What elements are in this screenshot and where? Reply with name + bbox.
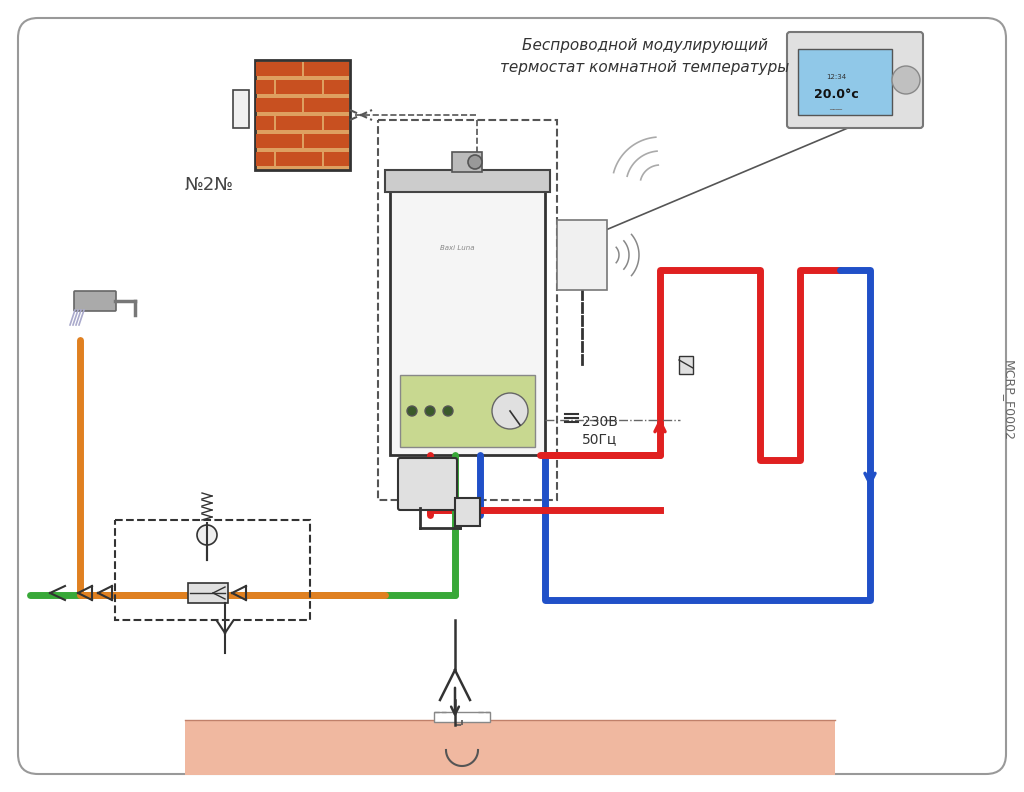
Bar — [557, 220, 607, 290]
FancyBboxPatch shape — [18, 18, 1006, 774]
Bar — [276, 152, 322, 166]
FancyBboxPatch shape — [74, 291, 116, 311]
Circle shape — [197, 525, 217, 545]
Bar — [256, 62, 302, 76]
Bar — [188, 583, 228, 603]
Bar — [276, 116, 322, 130]
Text: №2№: №2№ — [185, 176, 234, 194]
Bar — [256, 98, 302, 112]
Bar — [679, 356, 693, 374]
Bar — [304, 134, 349, 148]
FancyBboxPatch shape — [787, 32, 923, 128]
Text: ────: ──── — [829, 108, 843, 112]
Bar — [390, 190, 545, 455]
Text: Baxi Luna: Baxi Luna — [439, 245, 474, 251]
Bar — [385, 170, 550, 192]
Text: 20.0°с: 20.0°с — [814, 89, 858, 101]
Bar — [434, 712, 490, 722]
Text: термостат комнатной температуры: термостат комнатной температуры — [501, 60, 790, 75]
Circle shape — [892, 66, 920, 94]
Bar — [256, 80, 274, 94]
Circle shape — [468, 155, 482, 169]
Bar — [324, 116, 349, 130]
Bar — [256, 152, 274, 166]
FancyBboxPatch shape — [398, 458, 457, 510]
Bar — [400, 375, 535, 447]
Text: Беспроводной модулирующий: Беспроводной модулирующий — [522, 38, 768, 53]
Bar — [256, 134, 302, 148]
Bar — [276, 80, 322, 94]
Bar — [455, 498, 480, 526]
Text: 230В
50Гц: 230В 50Гц — [582, 415, 617, 447]
Bar — [256, 116, 274, 130]
Bar — [304, 62, 349, 76]
Circle shape — [492, 393, 528, 429]
Bar — [798, 49, 892, 115]
Bar — [324, 152, 349, 166]
Bar — [233, 90, 249, 128]
Bar — [255, 60, 350, 170]
Bar — [324, 80, 349, 94]
Bar — [452, 152, 482, 172]
Text: MCRP_F0002: MCRP_F0002 — [1001, 360, 1015, 440]
Circle shape — [443, 406, 453, 416]
Circle shape — [407, 406, 417, 416]
Bar — [185, 720, 835, 775]
Bar — [304, 98, 349, 112]
Text: 12:34: 12:34 — [826, 74, 846, 80]
Circle shape — [425, 406, 435, 416]
